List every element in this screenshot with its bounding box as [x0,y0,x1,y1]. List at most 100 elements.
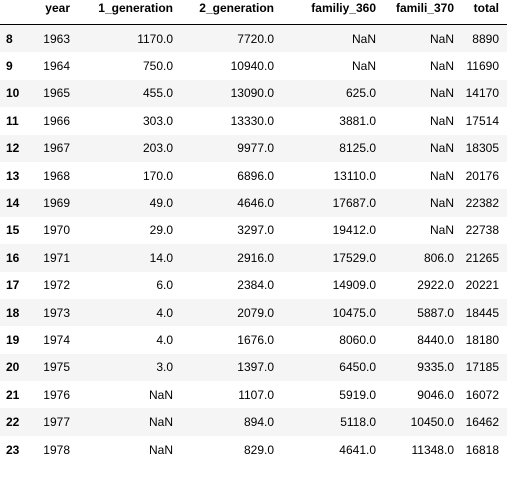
cell-total: 17514 [465,113,499,128]
cell-1-generation: 3.0 [156,360,173,375]
cell-familiy-360: NaN [351,31,376,46]
cell-famili-370: NaN [429,59,454,74]
cell-1-generation: NaN [148,387,173,402]
cell-2-generation: 1107.0 [238,387,274,402]
row-index: 14 [6,196,20,211]
cell-famili-370: NaN [429,223,454,238]
cell-year: 1971 [43,250,70,265]
cell-1-generation: 203.0 [142,141,173,156]
cell-2-generation: 6896.0 [237,168,274,183]
cell-year: 1972 [43,278,70,293]
cell-1-generation: 1170.0 [137,31,173,46]
cell-year: 1963 [43,31,70,46]
cell-familiy-360: 4641.0 [339,442,376,457]
cell-total: 16072 [465,387,499,402]
cell-1-generation: NaN [148,442,173,457]
table-row: 23 1978 NaN 829.0 4641.0 11348.0 16818 [0,435,507,464]
cell-familiy-360: 17529.0 [332,250,376,265]
cell-famili-370: NaN [429,113,454,128]
cell-2-generation: 4646.0 [237,196,274,211]
cell-year: 1970 [43,223,70,238]
cell-2-generation: 9977.0 [237,141,274,156]
row-index: 19 [6,332,20,347]
table-row: 17 1972 6.0 2384.0 14909.0 2922.0 20221 [0,271,507,299]
cell-year: 1977 [43,415,70,430]
column-header-total: total [462,0,507,25]
cell-2-generation: 829.0 [243,442,274,457]
cell-year: 1976 [43,387,70,402]
column-header-1-generation: 1_generation [78,0,181,25]
cell-year: 1964 [43,59,70,74]
column-header-2-generation: 2_generation [181,0,282,25]
cell-familiy-360: 14909.0 [332,278,376,293]
cell-year: 1978 [43,442,70,457]
table-row: 19 1974 4.0 1676.0 8060.0 8440.0 18180 [0,326,507,354]
cell-total: 22738 [465,223,499,238]
cell-familiy-360: 6450.0 [339,360,376,375]
cell-familiy-360: 625.0 [345,86,376,101]
row-index: 20 [6,360,20,375]
row-index: 15 [6,223,20,238]
row-index: 22 [6,415,20,430]
cell-2-generation: 13330.0 [230,113,274,128]
table-row: 9 1964 750.0 10940.0 NaN NaN 11690 [0,52,507,80]
row-index: 17 [6,278,20,293]
cell-total: 18445 [465,305,499,320]
cell-year: 1965 [43,86,70,101]
cell-year: 1974 [43,332,70,347]
table-row: 18 1973 4.0 2079.0 10475.0 5887.0 18445 [0,298,507,327]
cell-familiy-360: 13110.0 [333,168,377,183]
cell-total: 14170 [465,86,499,101]
cell-year: 1967 [43,141,70,156]
column-header-index [0,0,33,25]
table-row: 16 1971 14.0 2916.0 17529.0 806.0 21265 [0,244,507,272]
cell-year: 1975 [43,360,70,375]
cell-2-generation: 3297.0 [237,223,274,238]
cell-1-generation: NaN [148,415,173,430]
row-index: 12 [6,141,20,156]
cell-famili-370: 8440.0 [417,332,454,347]
cell-year: 1968 [43,168,70,183]
cell-familiy-360: 17687.0 [332,196,376,211]
table-row: 22 1977 NaN 894.0 5118.0 10450.0 16462 [0,408,507,436]
cell-familiy-360: 5118.0 [340,415,376,430]
dataframe-table: year 1_generation 2_generation familiy_3… [0,0,507,464]
cell-familiy-360: NaN [351,59,376,74]
cell-1-generation: 14.0 [149,250,173,265]
cell-familiy-360: 5919.0 [339,387,376,402]
cell-familiy-360: 8125.0 [339,141,376,156]
table-row: 8 1963 1170.0 7720.0 NaN NaN 8890 [0,24,507,53]
table-row: 20 1975 3.0 1397.0 6450.0 9335.0 17185 [0,353,507,382]
row-index: 18 [6,305,20,320]
row-index: 9 [6,59,13,74]
row-index: 11 [6,113,19,128]
cell-familiy-360: 3881.0 [339,113,376,128]
cell-famili-370: 5887.0 [417,305,454,320]
cell-1-generation: 170.0 [142,168,173,183]
cell-total: 8890 [472,31,499,46]
cell-1-generation: 455.0 [142,86,173,101]
cell-familiy-360: 19412.0 [332,223,376,238]
table-row: 11 1966 303.0 13330.0 3881.0 NaN 17514 [0,107,507,135]
cell-1-generation: 49.0 [149,196,173,211]
cell-total: 16462 [465,415,499,430]
cell-total: 22382 [465,196,499,211]
cell-famili-370: NaN [429,196,454,211]
cell-total: 21265 [465,250,499,265]
row-index: 23 [6,442,20,457]
cell-2-generation: 10940.0 [230,59,274,74]
row-index: 13 [6,168,20,183]
cell-1-generation: 4.0 [156,332,173,347]
row-index: 16 [6,250,20,265]
cell-total: 20176 [465,168,499,183]
cell-total: 11690 [466,59,499,74]
cell-total: 18305 [465,141,499,156]
header-row: year 1_generation 2_generation familiy_3… [0,0,507,25]
row-index: 10 [6,86,20,101]
table-row: 21 1976 NaN 1107.0 5919.0 9046.0 16072 [0,381,507,409]
cell-year: 1969 [43,196,70,211]
cell-famili-370: NaN [429,168,454,183]
cell-total: 20221 [465,278,499,293]
cell-famili-370: NaN [429,31,454,46]
